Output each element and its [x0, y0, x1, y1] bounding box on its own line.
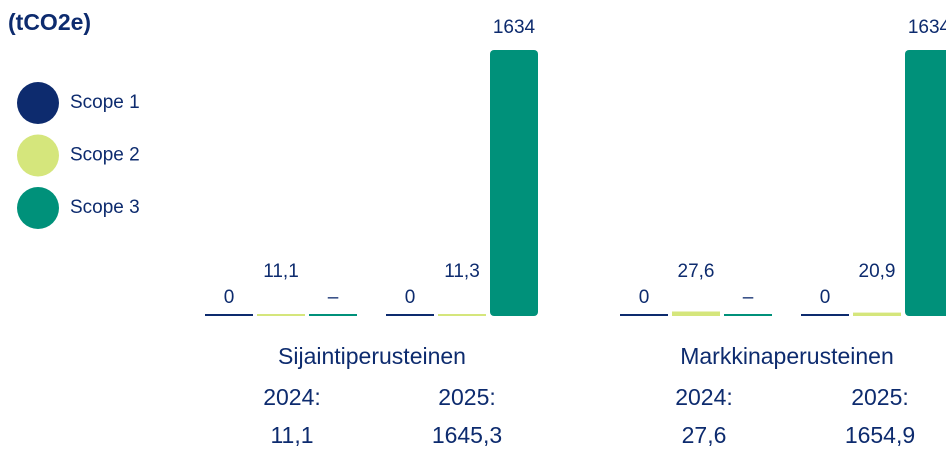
legend-swatch	[17, 82, 59, 124]
category-label: 2024:	[263, 384, 321, 410]
value-label: –	[743, 287, 754, 308]
total-label: 1645,3	[432, 422, 502, 448]
value-label: 0	[639, 287, 650, 308]
bar	[853, 312, 901, 316]
value-label: 1634	[908, 17, 946, 38]
value-label: 0	[820, 287, 831, 308]
value-label: 0	[405, 287, 416, 308]
legend-swatch	[17, 134, 59, 177]
category-label: 2025:	[851, 384, 909, 410]
bar	[490, 50, 538, 316]
bar	[257, 314, 305, 316]
legend-label: Scope 2	[70, 145, 140, 166]
value-label: 11,1	[263, 261, 299, 282]
bar	[620, 314, 668, 316]
bar	[724, 314, 772, 316]
panel-label: Sijaintiperusteinen	[278, 343, 466, 369]
category-label: 2025:	[438, 384, 496, 410]
value-label: 0	[224, 287, 235, 308]
value-label: 11,3	[444, 261, 480, 282]
panel-label: Markkinaperusteinen	[680, 343, 894, 369]
bar	[205, 314, 253, 316]
value-label: 20,9	[859, 261, 896, 282]
value-label: 27,6	[678, 261, 715, 282]
bar	[801, 314, 849, 316]
bar	[438, 314, 486, 316]
bar	[386, 314, 434, 316]
category-label: 2024:	[675, 384, 733, 410]
total-label: 11,1	[270, 422, 313, 448]
legend-label: Scope 3	[70, 197, 140, 218]
chart-title: (tCO2e)	[8, 9, 91, 35]
bar	[672, 311, 720, 316]
bar	[309, 314, 357, 316]
value-label: –	[328, 287, 339, 308]
legend-label: Scope 1	[70, 92, 140, 113]
total-label: 1654,9	[845, 422, 915, 448]
total-label: 27,6	[682, 422, 727, 448]
value-label: 1634	[493, 17, 536, 38]
legend-swatch	[17, 187, 59, 229]
bar	[905, 50, 946, 316]
